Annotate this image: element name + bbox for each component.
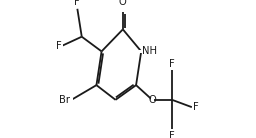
FancyBboxPatch shape — [171, 130, 173, 132]
FancyBboxPatch shape — [140, 50, 145, 53]
FancyBboxPatch shape — [171, 67, 173, 70]
Text: F: F — [169, 59, 175, 69]
FancyBboxPatch shape — [68, 98, 73, 101]
FancyBboxPatch shape — [121, 5, 125, 8]
Text: F: F — [56, 41, 61, 51]
Text: O: O — [119, 0, 127, 7]
FancyBboxPatch shape — [192, 106, 194, 108]
Text: F: F — [193, 102, 199, 112]
FancyBboxPatch shape — [151, 98, 154, 101]
FancyBboxPatch shape — [76, 6, 79, 8]
FancyBboxPatch shape — [60, 44, 63, 47]
Text: O: O — [148, 95, 156, 105]
Text: Br: Br — [59, 95, 70, 105]
Text: F: F — [74, 0, 80, 7]
Text: NH: NH — [142, 46, 157, 56]
Text: F: F — [169, 131, 175, 138]
